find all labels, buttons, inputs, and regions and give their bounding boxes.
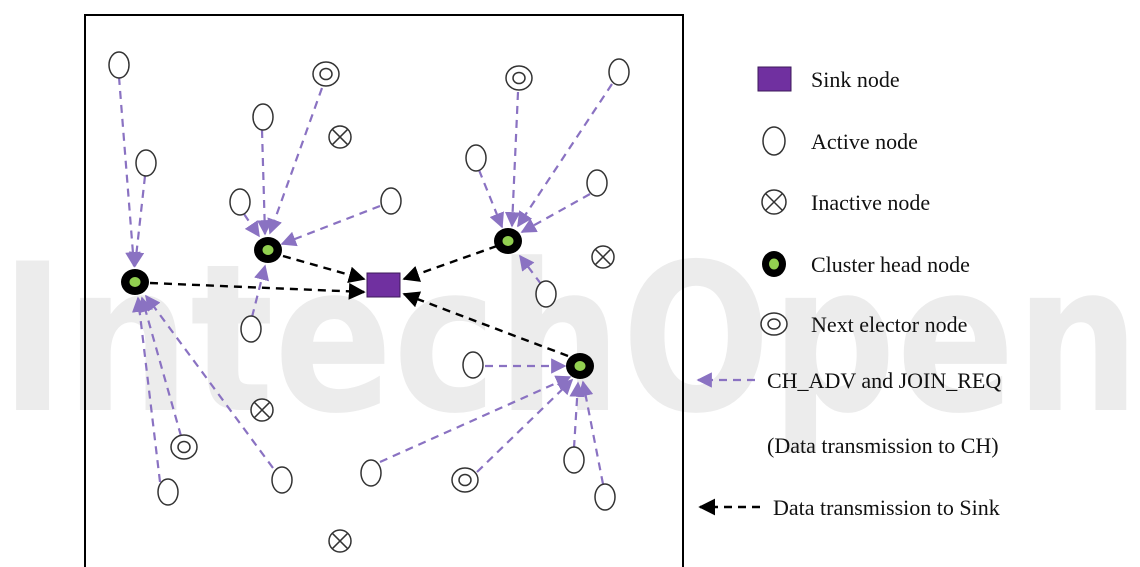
join-link <box>578 380 605 485</box>
cluster-head-node <box>121 269 149 295</box>
active-node <box>594 483 616 511</box>
legend-active-label: Active node <box>811 129 918 154</box>
inactive-nodes <box>250 125 615 553</box>
active-node <box>563 446 585 474</box>
next-elector-node <box>451 467 479 493</box>
cluster-head-node <box>254 237 282 263</box>
active-node <box>252 103 274 131</box>
join-link <box>128 175 147 268</box>
join-link <box>519 254 542 285</box>
legend-next-elector-label: Next elector node <box>811 312 967 337</box>
cluster-head-node <box>494 228 522 254</box>
active-node <box>108 51 130 79</box>
legend: Sink node Active node Inactive node Clus… <box>696 66 1001 520</box>
cluster-head-node <box>566 353 594 379</box>
join-link <box>477 169 504 229</box>
join-link <box>569 381 585 449</box>
active-node <box>135 149 157 177</box>
active-node <box>240 315 262 343</box>
active-node <box>157 478 179 506</box>
next-elector-node <box>505 65 533 91</box>
next-elector-nodes <box>170 61 533 493</box>
cluster-head-nodes <box>121 228 594 379</box>
legend-inactive-swatch <box>761 189 787 215</box>
sensor-field-frame <box>84 14 684 567</box>
active-node <box>535 280 557 308</box>
active-node <box>608 58 630 86</box>
sink-node <box>366 272 401 298</box>
sink-link <box>402 291 569 358</box>
join-link <box>280 204 381 247</box>
sink-link <box>149 281 366 300</box>
legend-sink-arrow-label: Data transmission to Sink <box>773 495 1000 520</box>
next-elector-node <box>170 434 198 460</box>
join-link <box>243 213 260 238</box>
inactive-node <box>250 398 274 422</box>
legend-active-swatch <box>762 126 786 156</box>
join-link <box>117 76 141 268</box>
active-node <box>271 466 293 494</box>
next-elector-node <box>312 61 340 87</box>
join-link <box>379 375 572 464</box>
inactive-node <box>591 245 615 269</box>
legend-sink-label: Sink node <box>811 67 900 92</box>
inactive-node <box>328 529 352 553</box>
join-link <box>138 296 183 437</box>
sink-link <box>282 254 366 283</box>
legend-cluster-head-label: Cluster head node <box>811 252 970 277</box>
legend-cluster-head-swatch <box>762 251 786 277</box>
sink-link <box>402 244 498 282</box>
active-nodes <box>108 51 630 511</box>
join-link <box>250 264 270 318</box>
legend-join-arrow-sublabel: (Data transmission to CH) <box>767 433 999 458</box>
active-node <box>229 188 251 216</box>
inactive-node <box>328 125 352 149</box>
active-node <box>465 144 487 172</box>
active-node <box>586 169 608 197</box>
join-link <box>131 296 162 483</box>
legend-sink-swatch <box>757 66 792 92</box>
active-node <box>462 351 484 379</box>
join-link <box>517 83 613 228</box>
join-link <box>504 91 521 228</box>
watermark-logo: IntechOpen <box>0 221 1140 459</box>
legend-inactive-label: Inactive node <box>811 190 930 215</box>
join-link <box>267 87 324 235</box>
join-link <box>256 129 273 236</box>
join-links <box>117 76 613 485</box>
legend-next-elector-swatch <box>760 312 788 336</box>
active-node <box>360 459 382 487</box>
active-node <box>380 187 402 215</box>
legend-join-arrow-label: CH_ADV and JOIN_REQ <box>767 368 1001 393</box>
sink-links <box>149 244 569 358</box>
join-link <box>145 294 274 469</box>
